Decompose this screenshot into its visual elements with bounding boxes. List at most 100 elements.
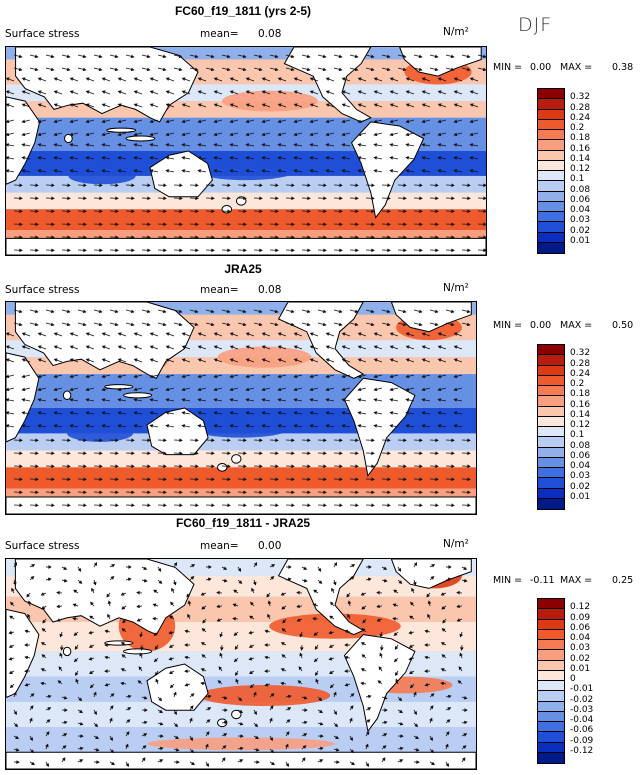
vector-arrowhead: [325, 424, 330, 428]
colorbar-swatch: [538, 345, 564, 356]
vector-arrowhead: [197, 345, 202, 349]
vector-arrowhead: [117, 387, 122, 392]
vector-arrowhead: [8, 630, 13, 635]
vector-arrowhead: [99, 490, 103, 495]
vector-arrowhead: [229, 398, 234, 402]
vector-arrowhead: [419, 222, 423, 227]
vector-arrowhead: [21, 345, 26, 349]
vector-arrowhead: [227, 490, 231, 495]
vector-arrowhead: [69, 387, 74, 392]
vector-arrowhead: [314, 645, 319, 650]
vector-arrowhead: [34, 54, 39, 59]
vector-arrowhead: [63, 578, 68, 583]
vector-arrowhead: [133, 374, 138, 379]
vector-arrowhead: [323, 464, 327, 469]
vector-arrowhead: [313, 589, 318, 594]
vector-arrowhead: [371, 235, 375, 240]
vector-arrowhead: [325, 345, 330, 349]
colorbar-tick-label: -0.04: [570, 715, 594, 725]
vector-arrowhead: [383, 720, 388, 725]
vector-arrowhead: [99, 222, 103, 227]
vector-arrowhead: [6, 143, 10, 147]
vector-arrowhead: [403, 196, 407, 201]
vector-arrowhead: [27, 613, 31, 618]
vector-arrowhead: [403, 222, 407, 227]
vector-arrowhead: [133, 358, 138, 362]
vector-arrowhead: [341, 424, 346, 428]
vector-arrowhead: [88, 670, 93, 675]
vector-arrowhead: [142, 745, 147, 749]
vector-arrowhead: [322, 322, 327, 327]
vector-arrowhead: [467, 248, 471, 253]
vector-arrowhead: [115, 248, 119, 253]
colorbar-swatch: [538, 406, 564, 417]
vector-arrowhead: [389, 77, 394, 81]
vector-arrowhead: [399, 759, 404, 763]
vector-arrowhead: [280, 642, 285, 646]
vector-arrowhead: [117, 103, 122, 107]
vector-arrowhead: [355, 248, 359, 253]
vector-field: [6, 54, 486, 253]
vector-arrowhead: [419, 196, 423, 201]
vector-arrowhead: [349, 737, 353, 742]
vector-arrowhead: [83, 235, 87, 240]
vector-arrowhead: [233, 632, 238, 636]
vector-arrowhead: [293, 103, 298, 107]
vector-arrowhead: [101, 132, 106, 137]
vector-arrowhead: [243, 438, 247, 443]
panel-3-title: FC60_f19_1811 - JRA25: [175, 516, 311, 530]
vector-arrowhead: [421, 374, 426, 379]
vector-arrowhead: [323, 490, 327, 495]
vector-arrowhead: [386, 309, 391, 314]
vector-arrowhead: [398, 697, 403, 702]
vector-arrowhead: [12, 581, 17, 586]
vector-arrowhead: [51, 477, 55, 482]
vector-arrowhead: [120, 681, 125, 686]
vector-arrowhead: [133, 103, 138, 107]
vector-arrowhead: [211, 438, 215, 443]
vector-arrowhead: [233, 658, 238, 663]
vector-arrowhead: [131, 248, 135, 253]
vector-arrowhead: [373, 424, 378, 428]
vector-arrowhead: [110, 749, 115, 754]
vector-arrowhead: [51, 235, 55, 240]
vector-arrowhead: [67, 490, 71, 495]
vector-arrowhead: [285, 731, 290, 736]
vector-arrowhead: [378, 666, 383, 671]
vector-arrowhead: [229, 374, 234, 379]
vector-arrowhead: [21, 358, 26, 362]
panel-2-map-svg: [6, 302, 476, 514]
vector-arrowhead: [243, 196, 247, 201]
vector-arrowhead: [293, 398, 298, 402]
vector-arrowhead: [101, 169, 106, 173]
vector-arrowhead: [117, 345, 122, 349]
vector-arrowhead: [165, 103, 170, 107]
vector-arrowhead: [205, 731, 210, 736]
vector-arrowhead: [338, 322, 343, 327]
vector-arrowhead: [53, 119, 58, 124]
vector-arrowhead: [286, 719, 291, 723]
vector-arrowhead: [253, 562, 258, 567]
panel-3-max-value: 0.25: [612, 575, 634, 586]
vector-arrowhead: [371, 209, 375, 214]
vector-arrowhead: [291, 183, 295, 188]
vector-arrowhead: [469, 77, 474, 81]
vector-arrowhead: [21, 77, 26, 81]
vector-arrowhead: [158, 580, 163, 584]
vector-arrowhead: [243, 209, 247, 214]
vector-arrowhead: [147, 196, 151, 201]
vector-arrowhead: [270, 576, 275, 580]
vector-arrowhead: [322, 67, 327, 72]
vector-arrowhead: [181, 156, 186, 160]
vector-arrowhead: [344, 643, 348, 647]
vector-arrowhead: [306, 322, 311, 327]
colorbar-swatch: [538, 640, 564, 651]
vector-arrowhead: [370, 322, 375, 327]
vector-arrowhead: [275, 503, 279, 508]
vector-arrowhead: [384, 708, 388, 712]
vector-arrowhead: [418, 322, 423, 327]
vector-arrowhead: [291, 209, 295, 214]
colorbar-swatch: [538, 396, 564, 407]
colorbar-tick-label: 0.02: [570, 225, 591, 236]
vector-field: [6, 309, 471, 508]
